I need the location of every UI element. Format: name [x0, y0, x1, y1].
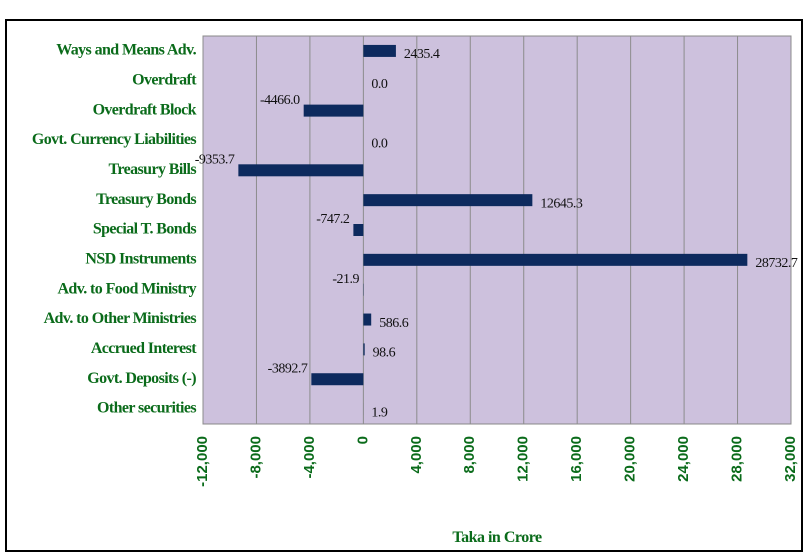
value-label: 1.9: [371, 405, 388, 420]
category-label: Overdraft Block: [93, 101, 197, 118]
x-tick-label: 20,000: [622, 436, 639, 482]
category-label: Other securities: [97, 400, 196, 417]
x-tick-label: 32,000: [782, 436, 799, 482]
value-label: 586.6: [379, 316, 409, 331]
category-label: Accrued Interest: [91, 340, 197, 357]
category-label: Special T. Bonds: [93, 221, 197, 238]
category-label: Adv. to Other Ministries: [44, 310, 197, 327]
bar: [363, 194, 533, 207]
category-label: Govt. Deposits (-): [87, 370, 196, 387]
x-tick-label: 12,000: [515, 436, 532, 482]
value-label: -4466.0: [260, 93, 300, 108]
x-tick-label: 4,000: [408, 436, 425, 474]
value-label: 0.0: [371, 77, 388, 92]
value-label: 12645.3: [540, 196, 583, 211]
frame: [5, 19, 803, 552]
category-label: NSD Instruments: [85, 251, 196, 268]
x-tick-label: -12,000: [194, 436, 211, 487]
x-tick-label: 24,000: [675, 436, 692, 482]
category-label: Govt. Currency Liabilities: [32, 131, 196, 148]
value-label: 2435.4: [404, 47, 440, 62]
value-label: -3892.7: [268, 361, 308, 376]
value-label: -9353.7: [195, 153, 235, 168]
bar: [363, 313, 372, 326]
category-label: Adv. to Food Ministry: [57, 280, 196, 297]
bar: [311, 373, 364, 386]
category-label: Overdraft: [132, 71, 197, 88]
category-label: Treasury Bills: [109, 161, 197, 178]
x-tick-label: 28,000: [729, 436, 746, 482]
value-label: 0.0: [371, 137, 388, 152]
x-tick-label: 8,000: [461, 436, 478, 474]
category-label: Treasury Bonds: [96, 191, 196, 208]
bar: [238, 164, 364, 177]
x-tick-label: 16,000: [568, 436, 585, 482]
value-label: -21.9: [332, 272, 359, 287]
x-tick-label: 0: [354, 436, 371, 444]
x-axis-label: Taka in Crore: [452, 529, 542, 546]
value-label: -747.2: [316, 212, 350, 227]
bar: [363, 253, 748, 266]
bar: [353, 224, 364, 236]
plot-area: [202, 35, 792, 425]
x-tick-label: -8,000: [247, 436, 264, 479]
bar: [303, 104, 364, 117]
bar: [363, 44, 396, 57]
category-label: Ways and Means Adv.: [56, 42, 196, 59]
bar: [363, 343, 365, 356]
value-label: 98.6: [373, 346, 396, 361]
x-tick-label: -4,000: [301, 436, 318, 479]
value-label: 28732.7: [755, 256, 798, 271]
